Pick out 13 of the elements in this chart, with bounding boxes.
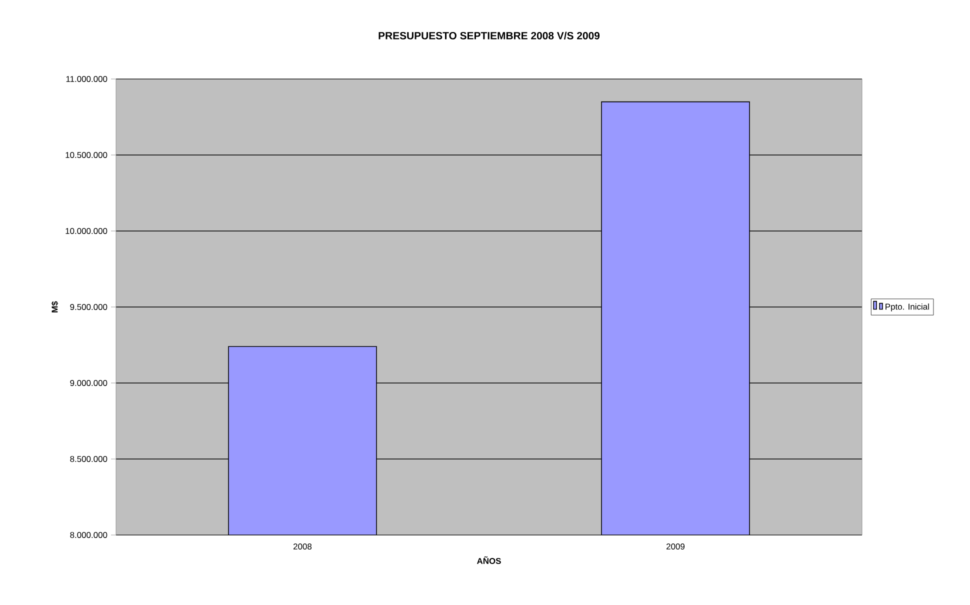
y-tick-label: 11.000.000 [66,76,108,82]
y-tick-label: 9.500.000 [70,304,108,310]
chart-title: PRESUPUESTO SEPTIEMBRE 2008 V/S 2009 [378,32,600,40]
x-tick-label: 2009 [666,544,685,550]
y-tick-label: 8.000.000 [70,532,108,538]
y-tick-label: 10.500.000 [66,152,108,158]
x-tick-label: 2008 [294,544,312,550]
y-tick-label: 8.500.000 [70,456,108,462]
x-axis-title: AÑOS [476,556,501,564]
y-axis-title: M$ [51,301,58,312]
y-tick-label: 10.000.000 [66,228,108,234]
legend-label: Ppto. Inicial [886,303,929,312]
y-tick-label: 9.000.000 [70,380,108,386]
